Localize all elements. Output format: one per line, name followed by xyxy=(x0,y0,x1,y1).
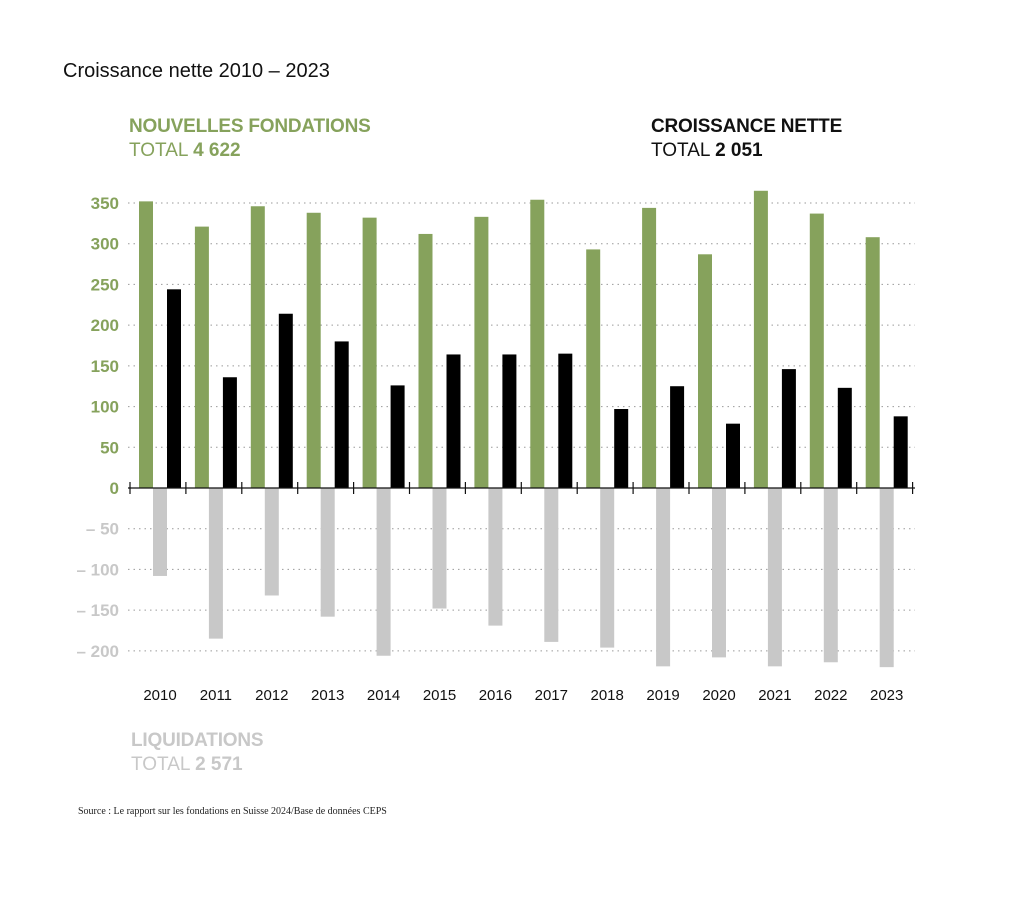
x-tick-label: 2019 xyxy=(646,687,679,704)
legend-liq-total: TOTAL 2 571 xyxy=(131,753,263,777)
bar-new-foundations xyxy=(250,206,265,488)
legend-net-name: CROISSANCE NETTE xyxy=(651,116,843,137)
x-tick-label: 2010 xyxy=(143,687,176,704)
bar-new-foundations xyxy=(642,207,657,488)
legend-net-total-label: TOTAL xyxy=(651,140,710,161)
bar-new-foundations xyxy=(362,217,377,488)
bar-new-foundations xyxy=(698,254,712,488)
y-tick-label: 0 xyxy=(110,479,119,498)
legend-liq-name: LIQUIDATIONS xyxy=(131,730,264,751)
bar-net-growth xyxy=(334,341,349,488)
x-tick-label: 2017 xyxy=(535,687,568,704)
bar-liquidations xyxy=(767,488,782,667)
bar-liquidations xyxy=(488,488,503,626)
source-note: Source : Le rapport sur les fondations e… xyxy=(78,806,387,817)
y-tick-label: 300 xyxy=(91,235,119,254)
y-tick-label: 250 xyxy=(91,275,119,294)
y-tick-label: – 200 xyxy=(76,642,119,661)
bar-net-growth xyxy=(278,313,293,488)
legend-net-total-value: 2 051 xyxy=(715,140,763,161)
x-tick-label: 2021 xyxy=(758,687,791,704)
bar-net-growth xyxy=(781,369,796,488)
x-tick-label: 2022 xyxy=(814,687,847,704)
bar-net-growth xyxy=(558,353,573,488)
legend-new-foundations: NOUVELLES FONDATIONS TOTAL 4 622 xyxy=(129,115,371,163)
legend-liquidations: LIQUIDATIONS TOTAL 2 571 xyxy=(131,729,264,777)
y-tick-label: 50 xyxy=(100,438,119,457)
bar-liquidations xyxy=(879,488,894,668)
y-tick-label: 200 xyxy=(91,316,119,335)
bar-net-growth xyxy=(837,387,852,488)
bar-liquidations xyxy=(656,488,671,667)
legend-new-total-value: 4 622 xyxy=(193,140,241,161)
legend-new-total: TOTAL 4 622 xyxy=(129,139,371,163)
bar-new-foundations xyxy=(418,233,433,488)
x-tick-label: 2016 xyxy=(479,687,512,704)
bar-liquidations xyxy=(264,488,279,596)
bar-liquidations xyxy=(823,488,838,663)
x-tick-label: 2011 xyxy=(200,687,232,704)
x-tick-label: 2013 xyxy=(311,687,344,704)
bar-net-growth xyxy=(502,354,517,488)
bar-new-foundations xyxy=(753,190,768,488)
legend-net-total: TOTAL 2 051 xyxy=(651,139,842,163)
y-tick-label: – 100 xyxy=(76,560,119,579)
bar-new-foundations xyxy=(586,249,601,488)
bar-liquidations xyxy=(208,488,223,639)
chart-title: Croissance nette 2010 – 2023 xyxy=(63,60,330,82)
grid-lines xyxy=(128,202,915,652)
x-tick-label: 2023 xyxy=(870,687,903,704)
y-tick-label: 100 xyxy=(91,398,119,417)
bar-net-growth xyxy=(446,354,461,488)
legend-liq-total-label: TOTAL xyxy=(131,754,190,775)
legend-net-growth: CROISSANCE NETTE TOTAL 2 051 xyxy=(651,115,842,163)
bars xyxy=(139,190,908,668)
x-tick-label: 2018 xyxy=(591,687,624,704)
bar-liquidations xyxy=(153,488,167,576)
legend-new-name: NOUVELLES FONDATIONS xyxy=(129,116,371,137)
bar-new-foundations xyxy=(306,212,321,488)
bar-net-growth xyxy=(893,416,908,488)
bar-net-growth xyxy=(614,409,629,488)
bar-liquidations xyxy=(376,488,391,656)
bar-new-foundations xyxy=(530,199,545,488)
bar-new-foundations xyxy=(139,201,153,488)
bar-liquidations xyxy=(432,488,447,609)
bar-new-foundations xyxy=(474,216,489,488)
legend-new-total-label: TOTAL xyxy=(129,140,188,161)
tick-labels: 350 300 250 200 150 100 50 0 – 50 – 100 – 150 – 200… xyxy=(76,194,903,704)
x-tick-label: 2015 xyxy=(423,687,456,704)
bar-net-growth xyxy=(670,386,685,488)
y-tick-label: 350 xyxy=(91,194,119,213)
bar-new-foundations xyxy=(809,213,824,488)
y-tick-label: – 150 xyxy=(76,601,119,620)
bar-net-growth xyxy=(726,423,740,488)
x-tick-label: 2020 xyxy=(702,687,735,704)
bar-liquidations xyxy=(544,488,559,642)
bar-new-foundations xyxy=(865,237,880,488)
y-tick-label: – 50 xyxy=(86,520,119,539)
bar-liquidations xyxy=(320,488,335,617)
bar-new-foundations xyxy=(194,226,209,489)
bar-liquidations xyxy=(712,488,726,658)
x-tick-label: 2014 xyxy=(367,687,400,704)
x-axis xyxy=(128,482,915,494)
bar-net-growth xyxy=(167,289,181,488)
y-tick-label: 150 xyxy=(91,357,119,376)
legend-liq-total-value: 2 571 xyxy=(195,754,243,775)
bar-liquidations xyxy=(600,488,615,648)
bar-net-growth xyxy=(222,377,237,488)
x-tick-label: 2012 xyxy=(255,687,288,704)
bar-net-growth xyxy=(390,385,405,488)
